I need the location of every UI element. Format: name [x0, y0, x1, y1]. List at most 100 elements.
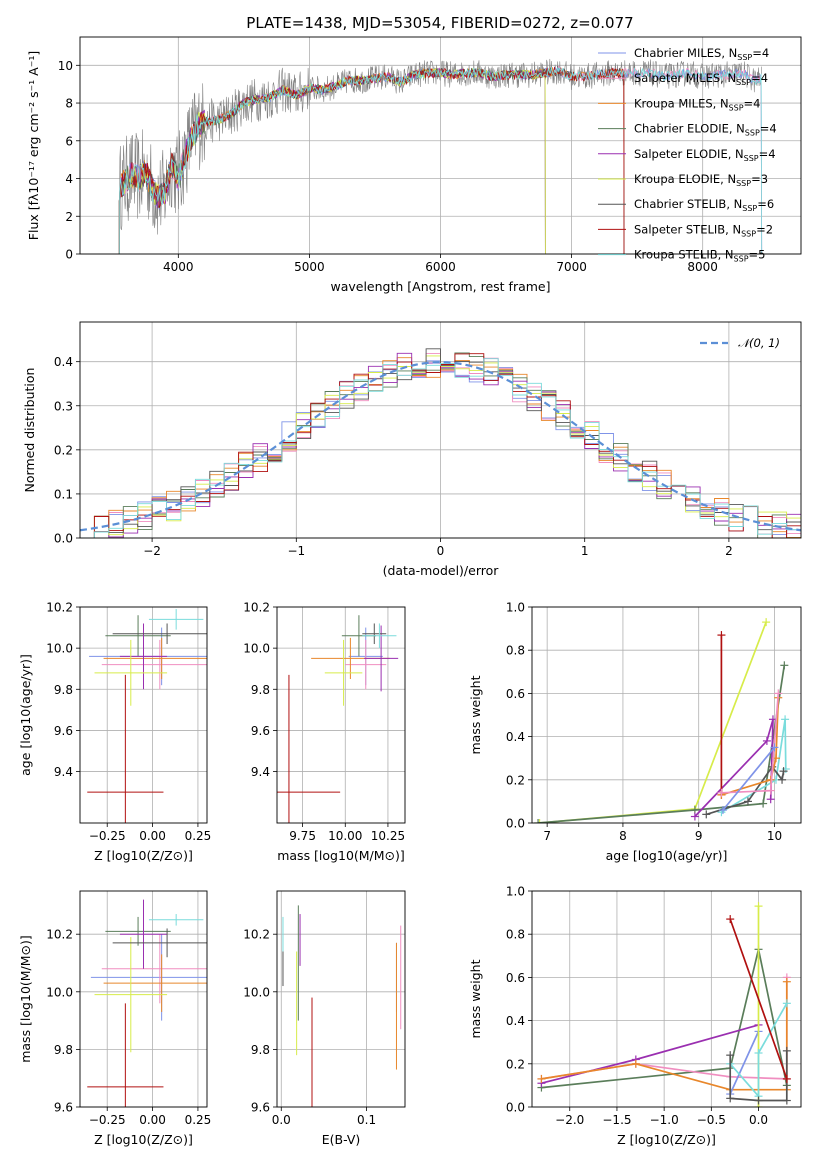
y-axis-label: Normed distribution	[22, 368, 37, 493]
model-spectrum	[118, 67, 546, 254]
x-tick-label: 10	[767, 829, 782, 843]
x-axis-label: Z [log10(Z/Z⊙)]	[94, 848, 193, 863]
model-spectrum	[118, 67, 763, 254]
weight-marker	[782, 1074, 791, 1083]
errorbar-point	[119, 899, 168, 969]
x-tick-label: −1	[287, 544, 305, 558]
weight-line	[722, 746, 776, 811]
panel-weight_vs_age: 7 8 9 10 0.0 0.2 0.4 0.6 0.8 1.0 age [log10(age/yr…	[468, 601, 802, 863]
weight-marker	[754, 902, 763, 911]
y-tick-label: 6	[65, 134, 73, 148]
errorbar-point	[101, 639, 207, 690]
legend-sub: SSP	[745, 129, 760, 138]
panel-weight_vs_Z: −2.0 −1.5 −1.0 −0.5 0.0 0.0 0.2 0.4 0.6 0.8 1.0 Z […	[468, 885, 802, 1147]
y-tick-label: 9.6	[54, 724, 73, 738]
x-tick-label: 0	[437, 544, 445, 558]
x-tick-label: −2.0	[555, 1113, 584, 1127]
panel-age_vs_mass: 9.75 10.00 10.25 9.4 9.6 9.8 10.0 10.2 mass [log…	[243, 601, 406, 863]
y-tick-label: 0.6	[506, 687, 525, 701]
x-tick-label: −0.25	[89, 829, 126, 843]
x-tick-label: 8	[619, 829, 627, 843]
x-axis-label: age [log10(age/yr)]	[606, 848, 728, 863]
axes-frame	[79, 606, 208, 824]
y-tick-label: 0.6	[506, 971, 525, 985]
legend-main: Salpeter ELODIE, N	[634, 147, 744, 161]
weight-marker	[726, 1094, 735, 1103]
x-tick-label: 7	[543, 829, 551, 843]
plot-area	[537, 902, 791, 1107]
weight-marker	[631, 1059, 640, 1068]
errorbar-point	[87, 1003, 164, 1107]
x-tick-label: 9.75	[289, 829, 316, 843]
x-tick-label: 0.00	[139, 1113, 166, 1127]
normal-curve	[80, 361, 801, 532]
weight-line	[541, 948, 788, 1089]
x-axis-label: Z [log10(Z/Z⊙)]	[617, 1132, 716, 1147]
legend-sub: SSP	[736, 78, 751, 87]
weight-marker	[762, 736, 771, 745]
y-tick-label: 4	[65, 172, 73, 186]
y-tick-label: 9.6	[54, 1101, 73, 1115]
errorbar-point	[112, 928, 207, 958]
y-tick-label: 9.4	[251, 765, 270, 779]
x-tick-label: −1.0	[650, 1113, 679, 1127]
errorbar-point	[362, 623, 387, 645]
legend-entry: 𝒩(0, 1)	[738, 336, 780, 350]
legend-main: Kroupa MILES, N	[634, 96, 729, 110]
y-tick-label: 10.0	[46, 985, 73, 999]
weight-marker	[702, 810, 711, 819]
weight-line	[729, 918, 788, 1080]
x-tick-label: 4000	[163, 260, 194, 274]
weight-marker	[780, 661, 789, 670]
y-tick-label: 0.3	[54, 399, 73, 413]
x-tick-label: 0.0	[749, 1113, 768, 1127]
errorbar-point	[362, 623, 397, 649]
y-tick-label: 10.2	[243, 601, 270, 615]
x-axis-label: wavelength [Angstrom, rest frame]	[330, 279, 550, 294]
axes-frame	[531, 606, 802, 824]
errorbar-point	[119, 623, 168, 690]
weight-marker	[782, 977, 791, 986]
x-tick-label: 0.1	[357, 1113, 376, 1127]
weight-marker	[537, 1074, 546, 1083]
weight-marker	[766, 786, 775, 795]
weight-marker	[782, 999, 791, 1008]
y-tick-label: 0.4	[54, 355, 73, 369]
x-tick-label: 10.00	[328, 829, 362, 843]
y-axis-label: mass [log10(M/M⊙)]	[18, 935, 33, 1063]
x-tick-label: −0.25	[89, 1113, 126, 1127]
plot-area	[277, 615, 399, 823]
x-tick-label: 0.0	[272, 1113, 291, 1127]
y-tick-label: 10.0	[243, 985, 270, 999]
panel-age_vs_Z: −0.25 0.00 0.25 9.4 9.6 9.8 10.0 10.2 Z [log10(Z…	[18, 601, 211, 864]
errorbar-point	[364, 625, 399, 692]
weight-marker	[754, 1049, 763, 1057]
weight-marker	[535, 819, 544, 823]
plot-area	[282, 905, 402, 1107]
y-tick-label: 9.8	[251, 683, 270, 697]
y-tick-label: 0.8	[506, 928, 525, 942]
errorbar-point	[105, 615, 171, 657]
y-tick-label: 8	[65, 97, 73, 111]
y-tick-label: 9.8	[54, 1043, 73, 1057]
y-tick-label: 9.6	[251, 1101, 270, 1115]
legend-sub: SSP	[737, 53, 752, 62]
axes-frame	[531, 890, 802, 1108]
residual-histogram	[80, 358, 801, 538]
weight-marker	[759, 799, 768, 808]
x-tick-label: 7000	[556, 260, 587, 274]
y-tick-label: 0.0	[506, 1101, 525, 1115]
legend-main: Salpeter MILES, N	[634, 71, 736, 85]
y-tick-label: 0.2	[506, 1057, 525, 1071]
weight-marker	[534, 819, 543, 823]
y-axis-label: mass weight	[468, 675, 483, 754]
x-tick-label: 8000	[687, 260, 718, 274]
weight-line	[721, 697, 780, 796]
y-tick-label: 10	[58, 59, 73, 73]
plot-area	[80, 348, 801, 538]
weight-marker	[690, 812, 699, 821]
weight-line	[729, 1031, 760, 1095]
y-tick-label: 0.0	[54, 532, 73, 546]
x-tick-label: 1	[581, 544, 589, 558]
